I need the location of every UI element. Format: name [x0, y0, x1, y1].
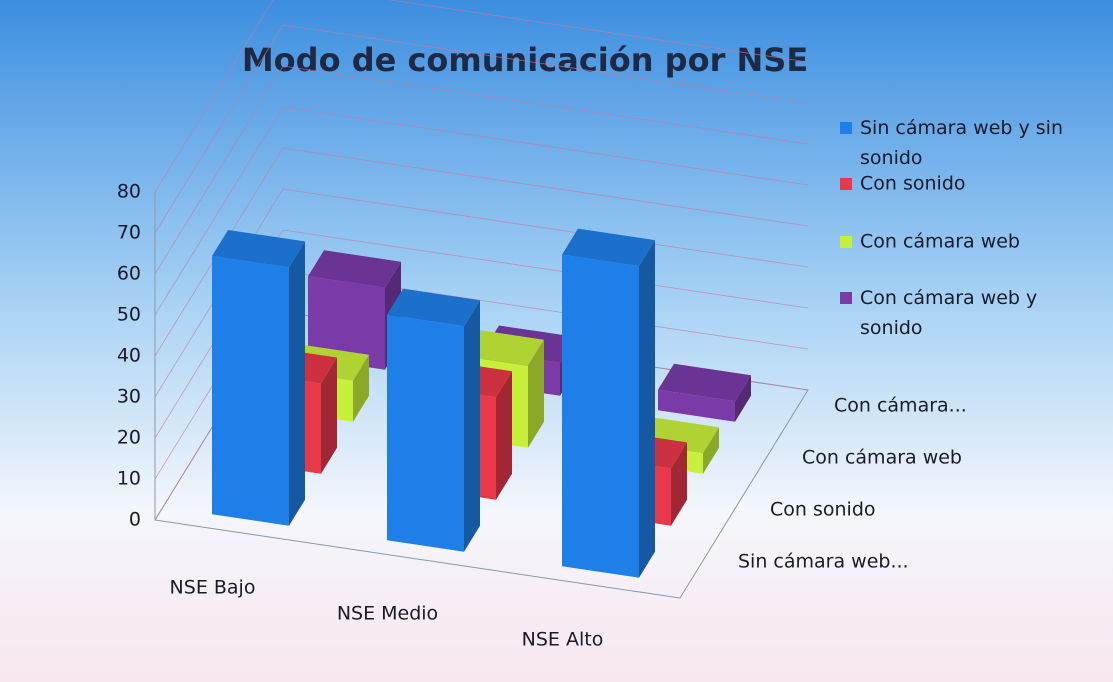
bar	[387, 288, 480, 552]
legend-swatch	[840, 122, 852, 134]
y-tick-label: 50	[117, 304, 141, 326]
y-tick-label: 40	[117, 345, 141, 367]
bar-side	[353, 354, 369, 422]
grid-line	[154, 24, 809, 234]
bar-top	[387, 288, 480, 327]
grid-line	[154, 106, 809, 316]
depth-label: Sin cámara web...	[738, 551, 909, 573]
bar-front	[562, 254, 639, 578]
depth-label: Con cámara web	[802, 447, 962, 469]
legend-swatch	[840, 292, 852, 304]
legend-swatch	[840, 178, 852, 190]
x-tick-label: NSE Bajo	[170, 577, 256, 599]
x-tick-label: NSE Alto	[522, 629, 604, 651]
bar-side	[703, 427, 719, 474]
bar	[562, 228, 655, 578]
bar-side	[639, 240, 655, 578]
bar	[212, 229, 305, 526]
grid-line	[154, 0, 809, 193]
bar-top	[658, 363, 751, 402]
grid-line	[154, 147, 809, 357]
bar-side	[528, 339, 544, 448]
bar-side	[321, 357, 337, 474]
legend-label: Con cámara web	[860, 231, 1020, 253]
y-tick-label: 30	[117, 386, 141, 408]
legend-label: Sin cámara web y sin sonido	[860, 117, 1063, 169]
y-tick-label: 0	[129, 509, 141, 531]
y-tick-label: 20	[117, 427, 141, 449]
bar-top	[308, 250, 401, 288]
depth-label: Con sonido	[770, 499, 876, 521]
bar-side	[671, 442, 687, 526]
legend-label: Con cámara web y sonido	[860, 287, 1037, 339]
y-tick-label: 10	[117, 468, 141, 490]
bar	[658, 363, 751, 422]
bar-top	[562, 228, 655, 267]
bar-top	[212, 229, 305, 268]
grid-line	[154, 65, 809, 275]
x-tick-label: NSE Medio	[337, 603, 438, 625]
legend-label: Con sonido	[860, 173, 966, 195]
legend-swatch	[840, 236, 852, 248]
bar-front	[308, 276, 385, 370]
bar-side	[289, 241, 305, 526]
bar-side	[464, 300, 480, 552]
y-tick-label: 60	[117, 263, 141, 285]
y-tick-label: 80	[117, 181, 141, 203]
y-tick-label: 70	[117, 222, 141, 244]
bar-side	[735, 375, 751, 422]
bar-front	[658, 389, 735, 422]
bar-front	[387, 314, 464, 552]
bar-front	[212, 255, 289, 526]
bar-side	[496, 371, 512, 500]
chart-title: Modo de comunicación por NSE	[242, 41, 808, 79]
depth-label: Con cámara...	[834, 395, 967, 417]
